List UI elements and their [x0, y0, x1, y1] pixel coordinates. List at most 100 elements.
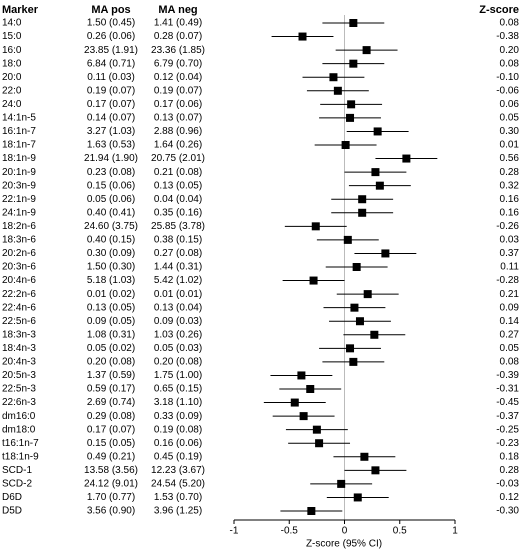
- point-estimate: [309, 276, 318, 285]
- ma-pos: 0.09 (0.05): [87, 316, 135, 327]
- point-estimate: [358, 195, 367, 204]
- point-estimate: [333, 86, 342, 95]
- point-estimate: [341, 141, 350, 149]
- ma-pos: 0.11 (0.03): [87, 72, 135, 83]
- marker-label: 20:1n-9: [2, 167, 36, 178]
- point-estimate: [299, 412, 308, 421]
- z-score: -0.45: [496, 397, 519, 408]
- point-estimate: [360, 452, 369, 461]
- ma-pos: 0.40 (0.15): [87, 235, 135, 246]
- z-score: 0.56: [500, 153, 520, 164]
- z-score: 0.09: [500, 302, 520, 313]
- ma-pos: 0.15 (0.06): [87, 180, 135, 191]
- ma-pos: 24.60 (3.75): [84, 221, 138, 232]
- ma-neg: 2.88 (0.96): [154, 126, 202, 137]
- ma-neg: 0.04 (0.04): [154, 194, 202, 205]
- marker-label: SCD-2: [2, 479, 32, 490]
- point-estimate: [307, 507, 316, 515]
- marker-label: 22:0: [2, 85, 22, 96]
- ma-neg: 24.54 (5.20): [151, 479, 205, 490]
- z-score: 0.30: [500, 126, 520, 137]
- ma-pos: 0.49 (0.21): [87, 451, 135, 462]
- z-score: -0.30: [496, 506, 519, 517]
- marker-label: 20:4n-6: [2, 275, 36, 286]
- marker-label: 15:0: [2, 31, 22, 42]
- x-tick-label: 1: [452, 526, 458, 537]
- marker-label: t16:1n-7: [2, 438, 39, 449]
- marker-label: 16:0: [2, 45, 22, 56]
- ma-pos: 1.08 (0.31): [87, 329, 135, 340]
- point-estimate: [402, 154, 411, 163]
- x-axis-label: Z-score (95% CI): [306, 539, 382, 550]
- ma-pos: 3.56 (0.90): [87, 506, 135, 517]
- point-estimate: [346, 344, 355, 353]
- ma-neg: 0.17 (0.06): [154, 99, 202, 110]
- ma-neg: 5.42 (1.02): [154, 275, 202, 286]
- marker-label: 24:0: [2, 99, 22, 110]
- ma-pos: 23.85 (1.91): [84, 45, 138, 56]
- marker-label: 22:1n-9: [2, 194, 36, 205]
- ma-neg: 1.03 (0.26): [154, 329, 202, 340]
- ma-neg: 0.65 (0.15): [154, 384, 202, 395]
- ma-neg: 1.41 (0.49): [154, 18, 202, 29]
- marker-label: SCD-1: [2, 465, 32, 476]
- ma-neg: 0.13 (0.07): [154, 113, 202, 124]
- ma-neg: 0.38 (0.15): [154, 235, 202, 246]
- ma-neg: 0.27 (0.08): [154, 248, 202, 259]
- ma-pos: 1.63 (0.53): [87, 140, 135, 151]
- ma-pos: 0.05 (0.02): [87, 343, 135, 354]
- point-estimate: [297, 371, 306, 380]
- ma-pos: 0.15 (0.05): [87, 438, 135, 449]
- ma-neg: 0.09 (0.03): [154, 316, 202, 327]
- ma-neg: 1.53 (0.70): [154, 492, 202, 503]
- ma-pos: 1.37 (0.59): [87, 370, 135, 381]
- ma-neg: 1.44 (0.31): [154, 262, 202, 273]
- x-tick-label: -0.5: [281, 526, 299, 537]
- marker-label: 20:0: [2, 72, 22, 83]
- z-score: -0.03: [496, 479, 519, 490]
- point-estimate: [352, 263, 361, 271]
- marker-label: 20:4n-3: [2, 357, 36, 368]
- marker-label: 22:4n-6: [2, 302, 36, 313]
- marker-label: D5D: [2, 506, 22, 517]
- z-score: 0.08: [500, 58, 520, 69]
- z-score: 0.12: [500, 492, 520, 503]
- z-score: 0.28: [500, 167, 520, 178]
- marker-label: dm16:0: [2, 411, 36, 422]
- column-header: Z-score: [479, 4, 519, 16]
- ma-neg: 6.79 (0.70): [154, 58, 202, 69]
- z-score: -0.39: [496, 370, 519, 381]
- ma-pos: 1.70 (0.77): [87, 492, 135, 503]
- point-estimate: [349, 19, 358, 27]
- x-tick-label: -1: [230, 526, 239, 537]
- ma-pos: 0.19 (0.07): [87, 85, 135, 96]
- marker-label: dm18:0: [2, 424, 36, 435]
- ma-neg: 0.05 (0.03): [154, 343, 202, 354]
- z-score: 0.11: [500, 262, 519, 273]
- point-estimate: [371, 466, 380, 475]
- ma-pos: 1.50 (0.45): [87, 18, 135, 29]
- point-estimate: [329, 73, 338, 82]
- ma-pos: 24.12 (9.01): [84, 479, 138, 490]
- point-estimate: [362, 46, 371, 55]
- point-estimate: [346, 113, 355, 122]
- marker-label: 18:1n-9: [2, 153, 36, 164]
- marker-label: 22:5n-6: [2, 316, 36, 327]
- ma-neg: 0.16 (0.06): [154, 438, 202, 449]
- marker-label: 20:3n-9: [2, 180, 36, 191]
- marker-label: 20:5n-3: [2, 370, 36, 381]
- point-estimate: [306, 385, 315, 393]
- point-estimate: [343, 235, 352, 244]
- ma-pos: 0.59 (0.17): [87, 384, 135, 395]
- point-estimate: [347, 100, 356, 109]
- marker-label: 16:1n-7: [2, 126, 36, 137]
- marker-label: 18:0: [2, 58, 22, 69]
- x-tick-label: 0: [342, 526, 348, 537]
- z-score: 0.18: [500, 451, 520, 462]
- marker-label: 24:1n-9: [2, 207, 36, 218]
- marker-label: 14:1n-5: [2, 113, 36, 124]
- marker-label: 22:5n-3: [2, 384, 36, 395]
- z-score: -0.06: [496, 85, 519, 96]
- z-score: 0.14: [500, 316, 520, 327]
- ma-neg: 0.28 (0.07): [154, 31, 202, 42]
